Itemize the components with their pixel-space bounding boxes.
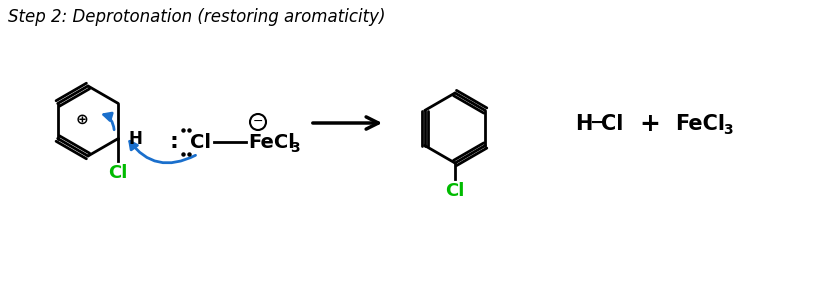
Text: Step 2: Deprotonation (restoring aromaticity): Step 2: Deprotonation (restoring aromati… bbox=[8, 8, 386, 26]
FancyArrowPatch shape bbox=[129, 141, 196, 163]
FancyArrowPatch shape bbox=[103, 113, 114, 130]
Text: :: : bbox=[169, 132, 178, 152]
Text: −: − bbox=[253, 114, 263, 128]
Text: Cl: Cl bbox=[190, 132, 211, 152]
Text: FeCl: FeCl bbox=[675, 114, 725, 134]
Text: Cl: Cl bbox=[601, 114, 623, 134]
Text: 3: 3 bbox=[290, 141, 300, 155]
Text: H: H bbox=[575, 114, 592, 134]
Text: +: + bbox=[639, 112, 660, 136]
Text: Cl: Cl bbox=[445, 182, 465, 200]
Text: H: H bbox=[129, 130, 142, 148]
Text: ⊕: ⊕ bbox=[76, 112, 88, 126]
Text: 3: 3 bbox=[723, 123, 732, 137]
Text: −: − bbox=[589, 114, 604, 132]
Text: FeCl: FeCl bbox=[248, 132, 295, 152]
Text: Cl: Cl bbox=[108, 164, 128, 182]
